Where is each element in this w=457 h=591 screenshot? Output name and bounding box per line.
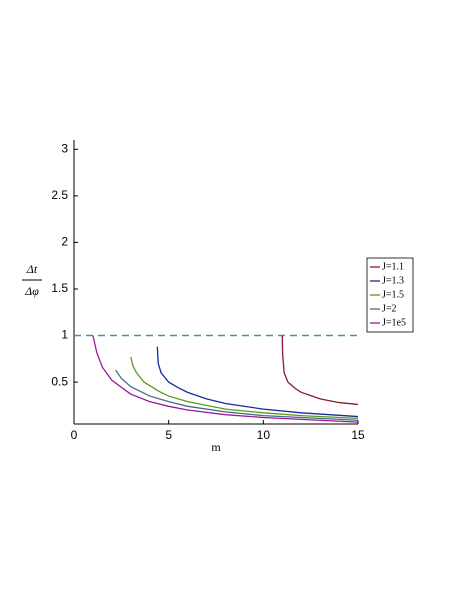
legend-label: J=1.3 [382,275,404,286]
series-line [281,335,359,406]
x-tick-label: 5 [165,428,172,442]
x-tick-label: 15 [351,428,365,442]
x-tick-label: 10 [257,428,271,442]
series-line [115,369,359,421]
series-line [156,346,359,418]
y-label-top: Δt [26,262,38,276]
legend-label: J=1e5 [382,317,406,328]
y-tick-label: 2.5 [51,188,68,202]
y-label-bottom: Δφ [24,284,39,298]
y-tick-label: 1 [61,328,68,342]
y-tick-label: 0.5 [51,374,68,388]
x-label: m [211,440,221,454]
y-tick-label: 1.5 [51,281,68,295]
legend-label: J=1.5 [382,289,404,300]
y-tick-label: 3 [61,141,68,155]
series-line [130,356,359,420]
y-tick-label: 2 [61,235,68,249]
legend-label: J=2 [382,303,397,314]
x-tick-label: 0 [71,428,78,442]
legend-label: J=1.1 [382,261,404,272]
series-line [92,335,359,423]
